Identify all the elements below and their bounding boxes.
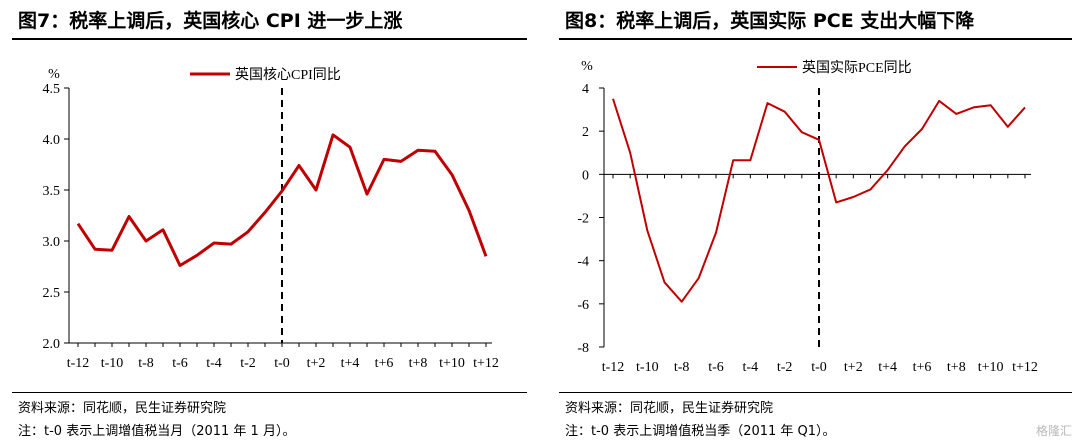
x-tick-label: t-4 <box>206 356 222 371</box>
figure-8-footer-rule <box>559 392 1072 393</box>
y-tick-label: 4 <box>582 82 589 97</box>
figure-7-title: 图7：税率上调后，英国核心 CPI 进一步上涨 <box>18 10 403 32</box>
watermark-logo: 格隆汇 <box>1035 424 1072 438</box>
series-line <box>612 98 1026 303</box>
x-tick-label: t+10 <box>439 356 465 371</box>
figure-8-source: 资料来源：同花顺，民生证券研究院 <box>565 401 774 416</box>
x-tick-label: t+2 <box>844 360 863 375</box>
figure-8-note: 注：t-0 表示上调增值税当季（2011 年 Q1）。 <box>565 424 836 439</box>
x-tick-label: t-12 <box>67 356 90 371</box>
figure-7-chart: 2.0 2.5 3.0 3.5 4.0 4.5 t-12 t-10 t-8 t-6 t-4 t-2 t-… <box>43 66 499 371</box>
y-unit-label: % <box>48 67 60 82</box>
x-tick-label: t+8 <box>947 360 966 375</box>
x-tick-label: t-12 <box>602 360 625 375</box>
x-tick-label: t-6 <box>708 360 724 375</box>
x-tick-label: t-2 <box>777 360 793 375</box>
x-tick-label: t+6 <box>375 356 394 371</box>
y-tick-label: 2 <box>582 125 589 140</box>
x-tick-label: t+12 <box>1012 360 1038 375</box>
x-tick-label: t-2 <box>240 356 256 371</box>
y-unit-label: % <box>581 59 593 74</box>
legend-label: 英国核心CPI同比 <box>235 66 341 83</box>
x-tick-label: t+12 <box>473 356 499 371</box>
x-tick-label: t+2 <box>307 356 326 371</box>
x-tick-label: t+4 <box>878 360 897 375</box>
x-tick-label: t-6 <box>172 356 188 371</box>
y-tick-label: 0 <box>582 168 589 183</box>
x-tick-label: t+6 <box>913 360 932 375</box>
x-tick-label: t-8 <box>138 356 154 371</box>
x-tick-label: t-10 <box>101 356 124 371</box>
x-tick-label: t-4 <box>743 360 759 375</box>
figure-7-title-rule <box>12 38 527 40</box>
x-tick-label: t-8 <box>674 360 690 375</box>
x-tick-label: t+10 <box>978 360 1004 375</box>
figure-8-title: 图8：税率上调后，英国实际 PCE 支出大幅下降 <box>565 10 975 32</box>
figure-8-title-rule <box>559 38 1072 40</box>
y-tick-label: 2.5 <box>43 286 61 301</box>
figure-7-footer-rule <box>12 392 527 393</box>
y-tick-label: 2.0 <box>43 337 61 352</box>
figure-7-source: 资料来源：同花顺，民生证券研究院 <box>18 401 227 416</box>
x-tick-label: t-10 <box>636 360 659 375</box>
y-tick-label: 3.0 <box>43 235 61 250</box>
y-tick-label: -4 <box>577 255 589 270</box>
x-tick-label: t+4 <box>341 356 360 371</box>
figure-7-panel: 图7：税率上调后，英国核心 CPI 进一步上涨 2.0 2.5 3.0 3.5 4.0 4… <box>12 0 527 445</box>
y-tick-label: 4.0 <box>43 133 61 148</box>
figure-7-note: 注：t-0 表示上调增值税当月（2011 年 1 月）。 <box>18 424 296 439</box>
x-tick-label: t-0 <box>811 360 827 375</box>
series-line <box>76 133 488 267</box>
y-tick-label: 4.5 <box>43 82 61 97</box>
x-tick-label: t-0 <box>274 356 290 371</box>
x-tick-label: t+8 <box>409 356 428 371</box>
legend-label: 英国实际PCE同比 <box>802 59 912 76</box>
figure-8-chart: -8 -6 -4 -2 0 2 4 t-12 t-10 t-8 t-6 t-4 t-2 t-0 t+2 t+4… <box>577 59 1038 375</box>
figure-8-panel: 图8：税率上调后，英国实际 PCE 支出大幅下降 -8 -6 -4 -2 0 2 4 t-12… <box>559 0 1072 445</box>
y-tick-label: -6 <box>577 298 589 313</box>
y-tick-label: -8 <box>577 341 589 356</box>
y-tick-label: 3.5 <box>43 184 61 199</box>
y-tick-label: -2 <box>577 212 589 227</box>
